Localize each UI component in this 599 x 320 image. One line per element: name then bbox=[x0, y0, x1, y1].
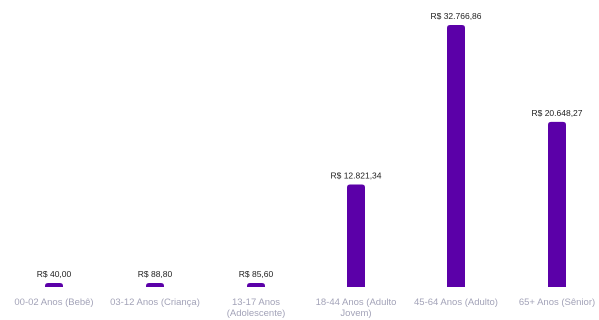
x-tick-label-3-line-1: Jovem) bbox=[340, 308, 371, 319]
x-tick-label-3: 18-44 Anos (Adulto Jovem) bbox=[316, 297, 397, 319]
bar-1[interactable] bbox=[146, 283, 164, 287]
x-tick-label-1-line-0: 03-12 Anos (Criança) bbox=[110, 297, 200, 308]
data-label-2: R$ 85,60 bbox=[239, 269, 274, 279]
bar-5[interactable] bbox=[548, 121, 566, 287]
data-labels-group: R$ 40,00 R$ 88,80 R$ 85,60 R$ 12.821,34 R$ 3… bbox=[37, 11, 583, 279]
x-tick-label-1: 03-12 Anos (Criança) bbox=[110, 297, 200, 308]
bars-group bbox=[45, 25, 566, 287]
data-label-1: R$ 88,80 bbox=[138, 269, 173, 279]
bar-2[interactable] bbox=[247, 283, 265, 287]
x-tick-label-3-line-0: 18-44 Anos (Adulto bbox=[316, 297, 397, 308]
x-tick-label-0: 00-02 Anos (Bebê) bbox=[14, 297, 93, 308]
data-label-3: R$ 12.821,34 bbox=[330, 170, 381, 180]
x-tick-label-2-line-1: (Adolescente) bbox=[227, 308, 286, 319]
x-tick-label-5: 65+ Anos (Sênior) bbox=[519, 297, 595, 308]
x-tick-label-2: 13-17 Anos (Adolescente) bbox=[227, 297, 286, 319]
x-tick-label-4-line-0: 45-64 Anos (Adulto) bbox=[414, 297, 498, 308]
x-tick-label-2-line-0: 13-17 Anos bbox=[232, 297, 280, 308]
x-tick-labels-group: 00-02 Anos (Bebê) 03-12 Anos (Criança) 13-… bbox=[14, 297, 595, 319]
data-label-4: R$ 32.766,86 bbox=[430, 11, 481, 21]
bar-4[interactable] bbox=[447, 25, 465, 287]
data-label-0: R$ 40,00 bbox=[37, 269, 72, 279]
x-tick-label-0-line-0: 00-02 Anos (Bebê) bbox=[14, 297, 93, 308]
bar-0[interactable] bbox=[45, 283, 63, 287]
x-tick-label-4: 45-64 Anos (Adulto) bbox=[414, 297, 498, 308]
data-label-5: R$ 20.648,27 bbox=[531, 108, 582, 118]
bar-3[interactable] bbox=[347, 184, 365, 287]
x-tick-label-5-line-0: 65+ Anos (Sênior) bbox=[519, 297, 595, 308]
